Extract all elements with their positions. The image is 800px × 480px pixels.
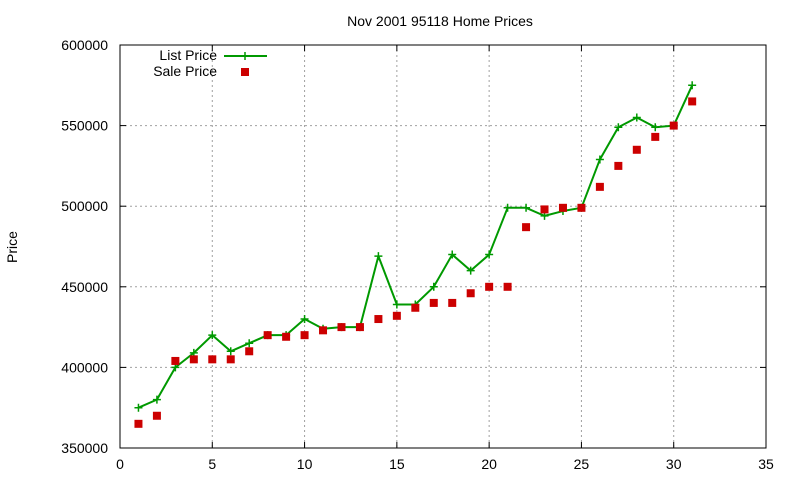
sale-price-point [226,355,235,364]
list-price-point [688,81,697,90]
y-tick-label: 350000 [61,440,108,456]
list-price-point [374,252,383,261]
list-price-point [614,123,623,132]
sale-price-point [245,347,254,356]
sale-price-point [208,355,217,364]
x-tick-label: 0 [116,456,124,472]
plot-frame [119,44,767,449]
sale-price-point [632,145,641,154]
list-price-point [466,266,475,275]
legend-marker-sale-price [241,68,249,76]
list-price-point [245,339,254,348]
list-price-point [152,395,161,404]
list-price-point [632,113,641,122]
sale-price-point [337,323,346,332]
list-price-point [595,155,604,164]
list-price-point [429,282,438,291]
y-tick-label: 550000 [61,118,108,134]
list-price-point [208,331,217,340]
chart-title: Nov 2001 95118 Home Prices [347,13,533,29]
sale-price-point [651,132,660,141]
sale-price-point [263,331,272,340]
list-price-point [300,315,309,324]
sale-price-point [189,355,198,364]
sale-price-point [669,121,678,130]
x-tick-label: 30 [666,456,682,472]
sale-price-point [300,331,309,340]
x-tick-label: 25 [574,456,590,472]
axis-ticks [119,44,767,449]
y-tick-label: 500000 [61,198,108,214]
x-tick-label: 5 [208,456,216,472]
grid-lines [120,45,766,448]
sale-price-point [171,356,180,365]
sale-price-point [688,97,697,106]
sale-price-point [595,182,604,191]
sale-price-point [614,161,623,170]
list-price-point [522,203,531,212]
y-tick-labels: 350000 400000 450000 500000 550000 600000 [61,37,108,456]
sale-price-point [577,203,586,212]
list-price-point [448,250,457,259]
sale-price-point [355,323,364,332]
sale-price-point [134,419,143,428]
sale-price-point [540,205,549,214]
sale-price-point [282,332,291,341]
legend-label-list-price: List Price [159,47,217,63]
legend-marker-list-price [241,52,249,60]
series-layer [134,81,697,428]
sale-price-point [392,311,401,320]
legend: List Price Sale Price [153,47,267,79]
x-tick-label: 20 [481,456,497,472]
x-tick-label: 35 [758,456,774,472]
sale-price-point [152,411,161,420]
legend-label-sale-price: Sale Price [153,63,217,79]
list-price-point [503,203,512,212]
sale-price-point [522,223,531,232]
sale-price-point [448,298,457,307]
sale-price-point [485,282,494,291]
sale-price-point [466,289,475,298]
list-price-point [226,347,235,356]
y-tick-label: 600000 [61,37,108,53]
sale-price-point [374,315,383,324]
x-tick-label: 15 [389,456,405,472]
sale-price-point [319,326,328,335]
sale-price-point [558,203,567,212]
series-sale-price [134,97,697,428]
x-tick-labels: 0 5 10 15 20 25 30 35 [116,456,774,472]
sale-price-point [429,298,438,307]
y-axis-label: Price [4,231,20,263]
y-tick-label: 450000 [61,279,108,295]
list-price-point [134,403,143,412]
y-tick-label: 400000 [61,359,108,375]
list-price-point [651,123,660,132]
list-price-point [485,250,494,259]
sale-price-point [503,282,512,291]
sale-price-point [411,303,420,312]
list-price-point [392,300,401,309]
x-tick-label: 10 [297,456,313,472]
